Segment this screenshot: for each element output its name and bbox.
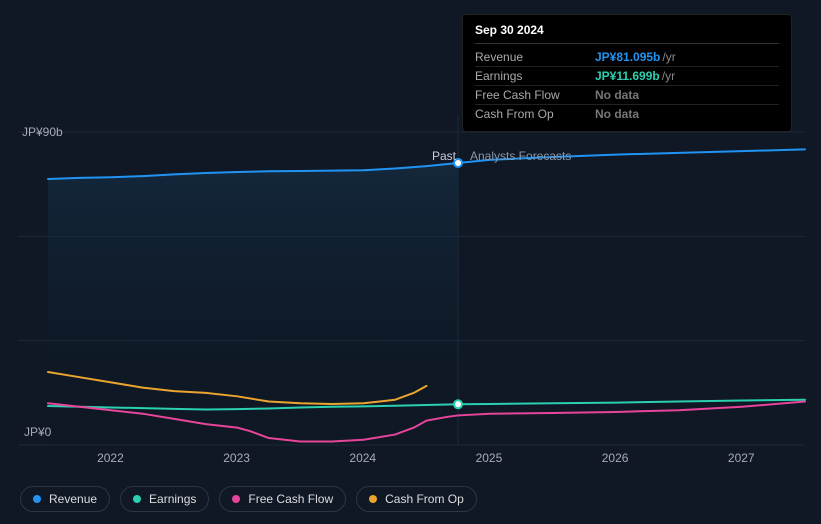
past-section-label: Past bbox=[432, 149, 456, 163]
y-axis-label-max: JP¥90b bbox=[22, 125, 63, 139]
legend-item-earnings[interactable]: Earnings bbox=[120, 486, 209, 512]
tooltip-row-value: No data bbox=[595, 107, 639, 121]
tooltip-row-label: Cash From Op bbox=[475, 107, 595, 121]
x-axis-label: 2025 bbox=[476, 451, 503, 465]
legend-dot-icon bbox=[232, 495, 240, 503]
marker-dot-earnings bbox=[454, 400, 462, 408]
tooltip-row-unit: /yr bbox=[662, 69, 675, 83]
x-axis-label: 2022 bbox=[97, 451, 124, 465]
tooltip-row-unit: /yr bbox=[662, 50, 675, 64]
past-shade bbox=[48, 163, 458, 445]
tooltip-row: Free Cash FlowNo data bbox=[475, 86, 779, 105]
legend-dot-icon bbox=[33, 495, 41, 503]
financial-forecast-chart: JP¥90b JP¥0 Past Analysts Forecasts Sep … bbox=[0, 0, 821, 524]
forecast-section-label: Analysts Forecasts bbox=[470, 149, 571, 163]
legend-item-revenue[interactable]: Revenue bbox=[20, 486, 110, 512]
tooltip-row-value: No data bbox=[595, 88, 639, 102]
data-tooltip: Sep 30 2024 RevenueJP¥81.095b/yrEarnings… bbox=[462, 14, 792, 132]
legend-dot-icon bbox=[369, 495, 377, 503]
legend-item-cfo[interactable]: Cash From Op bbox=[356, 486, 477, 512]
legend-item-label: Earnings bbox=[149, 492, 196, 506]
tooltip-row: RevenueJP¥81.095b/yr bbox=[475, 48, 779, 67]
tooltip-row-label: Earnings bbox=[475, 69, 595, 83]
x-axis-label: 2027 bbox=[728, 451, 755, 465]
tooltip-row-label: Free Cash Flow bbox=[475, 88, 595, 102]
tooltip-row: EarningsJP¥11.699b/yr bbox=[475, 67, 779, 86]
x-axis-label: 2024 bbox=[349, 451, 376, 465]
x-axis-label: 2023 bbox=[223, 451, 250, 465]
legend-item-label: Revenue bbox=[49, 492, 97, 506]
tooltip-row-value: JP¥11.699b bbox=[595, 69, 660, 83]
tooltip-row-value: JP¥81.095b bbox=[595, 50, 660, 64]
legend-item-label: Free Cash Flow bbox=[248, 492, 333, 506]
y-axis-label-min: JP¥0 bbox=[24, 425, 51, 439]
tooltip-row-label: Revenue bbox=[475, 50, 595, 64]
x-axis-label: 2026 bbox=[602, 451, 629, 465]
legend-item-fcf[interactable]: Free Cash Flow bbox=[219, 486, 346, 512]
tooltip-row: Cash From OpNo data bbox=[475, 105, 779, 123]
tooltip-date: Sep 30 2024 bbox=[475, 23, 779, 44]
legend-item-label: Cash From Op bbox=[385, 492, 464, 506]
chart-legend: Revenue Earnings Free Cash Flow Cash From O… bbox=[20, 486, 477, 512]
legend-dot-icon bbox=[133, 495, 141, 503]
